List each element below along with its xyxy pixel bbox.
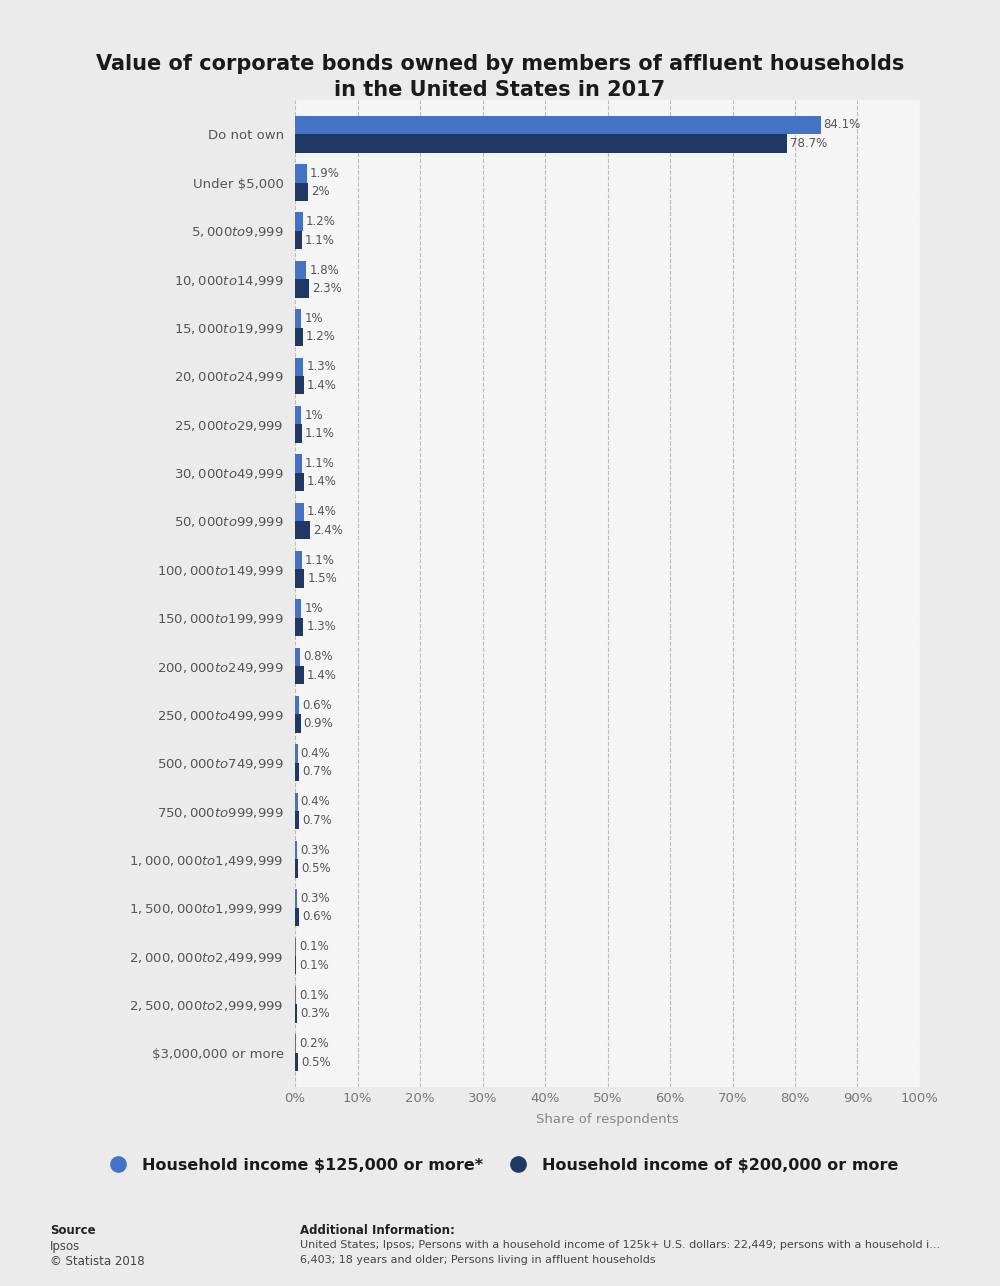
Bar bbox=[295, 841, 297, 859]
Bar bbox=[295, 134, 787, 153]
Text: Ipsos: Ipsos bbox=[50, 1240, 80, 1253]
Text: 1.1%: 1.1% bbox=[305, 457, 335, 469]
Bar bbox=[295, 648, 300, 666]
Bar bbox=[295, 521, 310, 539]
Text: 0.6%: 0.6% bbox=[302, 698, 332, 711]
Bar bbox=[295, 599, 301, 617]
Legend: Household income $125,000 or more*, Household income of $200,000 or more: Household income $125,000 or more*, Hous… bbox=[102, 1157, 898, 1173]
Bar bbox=[295, 212, 302, 231]
Bar bbox=[295, 261, 306, 279]
Bar bbox=[295, 358, 303, 376]
X-axis label: Share of respondents: Share of respondents bbox=[536, 1112, 679, 1125]
Text: 1.1%: 1.1% bbox=[305, 234, 335, 247]
Text: 6,403; 18 years and older; Persons living in affluent households: 6,403; 18 years and older; Persons livin… bbox=[300, 1255, 656, 1265]
Bar bbox=[295, 745, 298, 763]
Bar bbox=[295, 811, 299, 829]
Text: 0.1%: 0.1% bbox=[299, 989, 328, 1002]
Bar bbox=[295, 696, 299, 714]
Bar bbox=[295, 473, 304, 491]
Text: 1.5%: 1.5% bbox=[308, 572, 337, 585]
Text: 0.5%: 0.5% bbox=[301, 862, 331, 874]
Text: 0.6%: 0.6% bbox=[302, 910, 332, 923]
Text: 1%: 1% bbox=[304, 312, 323, 325]
Text: 1.1%: 1.1% bbox=[305, 554, 335, 567]
Bar bbox=[295, 666, 304, 684]
Bar bbox=[295, 376, 304, 395]
Bar bbox=[295, 617, 303, 637]
Text: 0.7%: 0.7% bbox=[302, 765, 332, 778]
Text: 78.7%: 78.7% bbox=[790, 136, 827, 150]
Text: 1.8%: 1.8% bbox=[309, 264, 339, 276]
Text: 0.3%: 0.3% bbox=[300, 892, 330, 905]
Text: Value of corporate bonds owned by members of affluent households
in the United S: Value of corporate bonds owned by member… bbox=[96, 54, 904, 100]
Bar bbox=[295, 503, 304, 521]
Text: 0.3%: 0.3% bbox=[300, 844, 330, 856]
Text: 2.4%: 2.4% bbox=[313, 523, 343, 536]
Bar bbox=[295, 792, 298, 811]
Text: 1.4%: 1.4% bbox=[307, 378, 337, 392]
Bar bbox=[295, 309, 301, 328]
Text: 1.4%: 1.4% bbox=[307, 669, 337, 682]
Text: 2.3%: 2.3% bbox=[312, 282, 342, 294]
Bar bbox=[295, 328, 302, 346]
Text: 1.1%: 1.1% bbox=[305, 427, 335, 440]
Bar bbox=[295, 279, 309, 297]
Text: Additional Information:: Additional Information: bbox=[300, 1224, 455, 1237]
Text: 0.5%: 0.5% bbox=[301, 1056, 331, 1069]
Text: 1.9%: 1.9% bbox=[310, 167, 340, 180]
Text: 0.1%: 0.1% bbox=[299, 940, 328, 953]
Text: 1%: 1% bbox=[304, 602, 323, 615]
Bar bbox=[295, 165, 307, 183]
Text: © Statista 2018: © Statista 2018 bbox=[50, 1255, 145, 1268]
Bar bbox=[295, 183, 308, 201]
Text: 2%: 2% bbox=[311, 185, 329, 198]
Text: 1.3%: 1.3% bbox=[306, 360, 336, 373]
Bar bbox=[295, 570, 304, 588]
Bar bbox=[295, 231, 302, 249]
Text: 0.1%: 0.1% bbox=[299, 959, 328, 972]
Text: 0.4%: 0.4% bbox=[301, 795, 330, 809]
Text: 84.1%: 84.1% bbox=[824, 118, 861, 131]
Text: 0.7%: 0.7% bbox=[302, 814, 332, 827]
Text: 0.4%: 0.4% bbox=[301, 747, 330, 760]
Text: 1%: 1% bbox=[304, 409, 323, 422]
Text: 1.4%: 1.4% bbox=[307, 505, 337, 518]
Bar bbox=[295, 424, 302, 442]
Bar bbox=[295, 890, 297, 908]
Text: United States; Ipsos; Persons with a household income of 125k+ U.S. dollars: 22,: United States; Ipsos; Persons with a hou… bbox=[300, 1240, 940, 1250]
Text: 1.3%: 1.3% bbox=[306, 620, 336, 633]
Bar bbox=[295, 116, 821, 134]
Bar bbox=[295, 1004, 297, 1022]
Text: 1.2%: 1.2% bbox=[306, 215, 336, 228]
Bar bbox=[295, 859, 298, 878]
Text: 0.8%: 0.8% bbox=[303, 651, 333, 664]
Text: 0.9%: 0.9% bbox=[304, 718, 334, 730]
Bar bbox=[295, 908, 299, 926]
Text: 0.3%: 0.3% bbox=[300, 1007, 330, 1020]
Bar bbox=[295, 1034, 296, 1053]
Bar bbox=[295, 714, 301, 733]
Bar bbox=[295, 454, 302, 473]
Text: 1.2%: 1.2% bbox=[306, 331, 336, 343]
Text: 1.4%: 1.4% bbox=[307, 476, 337, 489]
Bar bbox=[295, 550, 302, 570]
Bar bbox=[295, 406, 301, 424]
Text: 0.2%: 0.2% bbox=[299, 1037, 329, 1051]
Bar bbox=[295, 1053, 298, 1071]
Bar bbox=[295, 763, 299, 781]
Text: Source: Source bbox=[50, 1224, 96, 1237]
